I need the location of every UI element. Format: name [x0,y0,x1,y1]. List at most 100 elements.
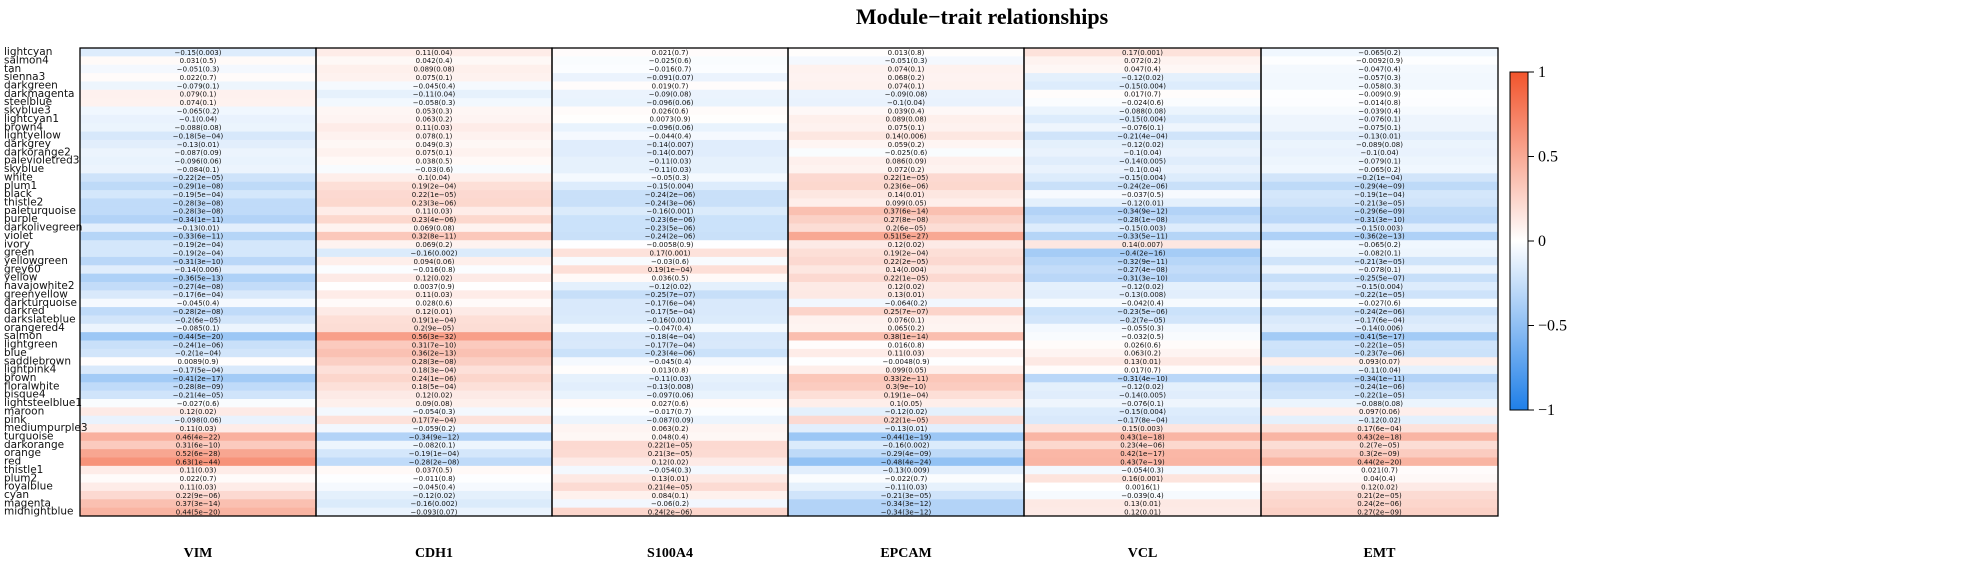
heatmap-cell [1261,106,1498,116]
heatmap-cell [1261,365,1498,375]
row-label: orange [4,447,41,459]
heatmap-cell [1261,198,1498,208]
colorbar-tick-label: −0.5 [1538,318,1567,335]
cell-value-label: 0.038(0.5) [416,157,453,165]
heatmap-cell [788,348,1024,358]
heatmap-cell [788,407,1024,417]
cell-value-label: 0.14(0.006) [885,132,926,140]
cell-value-label: −0.016(0.7) [649,66,692,74]
cell-value-label: −0.23(5e−06) [1117,308,1168,316]
cell-value-label: −0.096(0.06) [175,157,222,165]
heatmap-cell [552,290,788,300]
cell-value-label: −0.15(0.003) [175,49,222,57]
cell-value-label: −0.06(0.2) [651,500,689,508]
row-label: paleturquoise [4,205,76,217]
cell-value-label: −0.23(7e−06) [1354,350,1405,358]
cell-value-label: 0.11(0.03) [416,208,453,216]
cell-value-label: 0.074(0.1) [180,99,217,107]
cell-value-label: −0.025(0.6) [885,149,928,157]
heatmap-cell [552,248,788,258]
heatmap-cell [552,240,788,249]
cell-value-label: 0.19(2e−04) [884,249,929,257]
cell-value-label: −0.051(0.3) [177,66,220,74]
row-label: salmon [4,330,42,342]
color-legend: 1 0.5 0 −0.5 −1 [1509,64,1567,419]
cell-value-label: −0.17(5e−04) [645,308,696,316]
cell-value-label: −0.045(0.4) [413,483,456,491]
cell-value-label: 0.0037(0.9) [413,283,454,291]
cell-value-label: 0.026(0.6) [1124,341,1161,349]
heatmap-cell [80,215,316,224]
cell-value-label: 0.3(9e−10) [886,383,926,391]
cell-value-label: −0.12(0.02) [1121,283,1164,291]
cell-value-label: −0.089(0.08) [1356,141,1403,149]
cell-value-label: −0.022(0.7) [885,475,928,483]
heatmap-cell [788,240,1024,249]
cell-value-label: 0.074(0.1) [888,82,925,90]
cell-value-label: 0.031(0.5) [180,57,217,65]
heatmap-cell [788,215,1024,224]
cell-value-label: 0.2(7e−05) [1359,442,1399,450]
cell-value-label: 0.28(3e−08) [412,358,457,366]
cell-value-label: 0.12(0.02) [652,458,689,466]
cell-value-label: 0.46(4e−22) [176,433,221,441]
cell-value-label: 0.076(0.1) [888,316,925,324]
heatmap-cell [788,256,1024,266]
heatmap-cell [552,190,788,199]
cell-value-label: −0.22(2e−05) [173,174,224,182]
heatmap-cell [1261,315,1498,325]
row-label: thistle1 [4,464,43,476]
heatmap-cell [1024,215,1261,224]
row-label: lightpink4 [4,364,57,376]
row-label: darkturquoise [4,297,77,309]
cell-value-label: −0.21(3e−05) [1354,258,1405,266]
heatmap-cell [80,98,316,107]
cell-value-label: 0.049(0.3) [416,141,453,149]
colorbar-tick-label: −1 [1538,402,1555,419]
heatmap-cell [80,273,316,283]
row-label: darkmagenta [4,88,75,100]
cell-value-label: 0.15(0.003) [1122,425,1163,433]
heatmap-cell [316,440,552,450]
heatmap-cell [1024,440,1261,450]
cell-value-label: 0.3(2e−09) [1359,450,1399,458]
cell-value-label: 0.13(0.01) [1124,358,1161,366]
cell-value-label: 0.068(0.2) [888,74,925,82]
heatmap-cell [316,89,552,99]
cell-value-label: 0.12(0.01) [416,308,453,316]
heatmap-cell [1261,139,1498,149]
cell-value-label: 0.12(0.02) [180,408,217,416]
cell-value-label: −0.31(3e−10) [1354,216,1405,224]
cell-value-label: −0.09(0.08) [885,91,928,99]
heatmap-cell [80,298,316,308]
row-label: plum1 [4,180,37,192]
row-label: lightsteelblue1 [4,397,82,409]
cell-value-label: −0.1(0.04) [1123,166,1161,174]
cell-value-label: 0.1(0.04) [418,174,450,182]
heatmap-cell [316,198,552,208]
heatmap-cell [552,89,788,99]
row-label: salmon4 [4,54,49,66]
heatmap-cell [316,348,552,358]
cell-value-label: −0.065(0.2) [1358,49,1401,57]
heatmap-cell [788,415,1024,425]
cell-value-label: −0.19(2e−04) [173,241,224,249]
heatmap-cell-labels: −0.15(0.003) 0.11(0.04) 0.021(0.7) 0.013(0.… [173,49,1405,517]
cell-value-label: −0.057(0.3) [1358,74,1401,82]
heatmap-cell [1024,490,1261,500]
row-label: turquoise [4,431,54,443]
cell-value-label: 0.17(0.001) [1122,49,1163,57]
cell-value-label: −0.042(0.4) [1121,300,1164,308]
heatmap-cell [552,73,788,82]
cell-value-label: 0.063(0.2) [1124,350,1161,358]
cell-value-label: −0.2(1e−04) [1357,174,1403,182]
cell-value-label: 0.16(0.001) [1122,475,1163,483]
row-label: lightcyan1 [4,113,59,125]
heatmap-cell [552,340,788,350]
heatmap-cell [1024,106,1261,116]
heatmap-cell [1261,89,1498,99]
cell-value-label: −0.079(0.1) [177,82,220,90]
heatmap-cell [1024,449,1261,458]
cell-value-label: −0.18(4e−04) [645,333,696,341]
cell-value-label: 0.11(0.03) [180,425,217,433]
